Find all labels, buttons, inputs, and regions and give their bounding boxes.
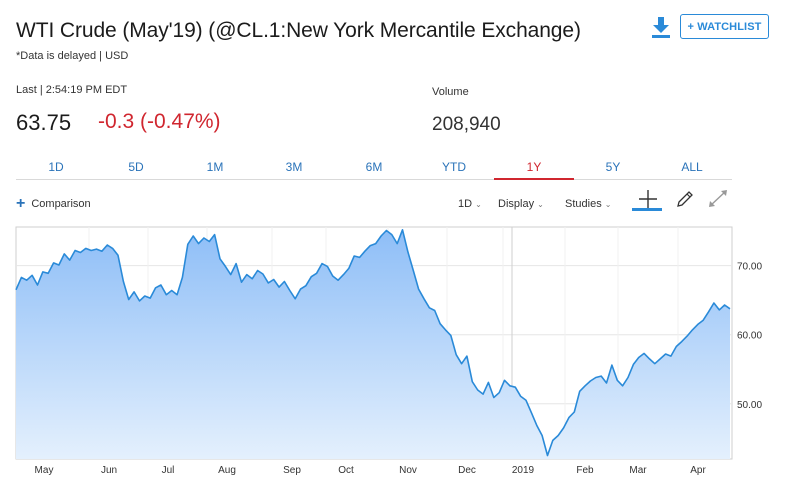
tab-1d[interactable]: 1D xyxy=(48,160,64,174)
studies-label: Studies xyxy=(565,198,602,210)
x-tick-label: Aug xyxy=(218,465,236,476)
price-change: -0.3 (-0.47%) xyxy=(98,110,221,133)
x-tick-label: Apr xyxy=(690,465,706,476)
studies-dropdown[interactable]: Studies ⌄ xyxy=(565,198,611,210)
tab-ytd[interactable]: YTD xyxy=(442,160,466,174)
interval-label: 1D xyxy=(458,198,473,210)
x-tick-label: Oct xyxy=(338,465,354,476)
x-tick-label: Feb xyxy=(576,465,594,476)
volume-label: Volume xyxy=(432,86,469,98)
display-dropdown[interactable]: Display ⌄ xyxy=(498,198,544,210)
crosshair-active-indicator xyxy=(632,208,662,211)
x-tick-label: Nov xyxy=(399,465,417,476)
download-icon[interactable] xyxy=(650,15,672,39)
interval-dropdown[interactable]: 1D ⌄ xyxy=(458,198,482,210)
display-label: Display xyxy=(498,198,535,210)
page-title: WTI Crude (May'19) (@CL.1:New York Merca… xyxy=(16,19,581,42)
chevron-down-icon: ⌄ xyxy=(537,200,544,209)
x-tick-label: May xyxy=(35,465,54,476)
chevron-down-icon: ⌄ xyxy=(475,200,482,209)
tab-5y[interactable]: 5Y xyxy=(605,160,621,174)
tab-3m[interactable]: 3M xyxy=(285,160,303,174)
x-tick-label: Sep xyxy=(283,465,301,476)
time-range-tabs: 1D 5D 1M 3M 6M YTD 1Y 5Y ALL xyxy=(16,156,732,180)
x-tick-label: Dec xyxy=(458,465,476,476)
x-tick-label: Mar xyxy=(629,465,647,476)
comparison-label: Comparison xyxy=(31,198,91,210)
data-delay-note: *Data is delayed | USD xyxy=(16,50,129,62)
plus-icon: + xyxy=(16,195,26,212)
comparison-button[interactable]: + Comparison xyxy=(16,195,91,212)
y-axis-ticks: 50.00 60.00 70.00 xyxy=(737,262,762,411)
x-tick-label: 2019 xyxy=(512,465,535,476)
price-series-line xyxy=(15,229,731,457)
price-area-fill xyxy=(16,229,730,459)
x-tick-label: Jul xyxy=(162,465,175,476)
chevron-down-icon: ⌄ xyxy=(604,200,612,209)
crosshair-icon[interactable] xyxy=(634,188,662,210)
last-trade-label: Last | 2:54:19 PM EDT xyxy=(16,84,128,96)
tab-6m[interactable]: 6M xyxy=(365,160,383,174)
x-axis-ticks: May Jun Jul Aug Sep Oct Nov Dec 2019 Feb Mar Apr xyxy=(35,465,707,476)
expand-icon[interactable] xyxy=(704,188,732,210)
volume-value: 208,940 xyxy=(432,114,501,135)
last-price: 63.75 xyxy=(16,110,72,135)
pencil-icon[interactable] xyxy=(670,188,698,210)
y-tick-label: 50.00 xyxy=(737,400,762,411)
y-tick-label: 60.00 xyxy=(737,331,762,342)
tab-all[interactable]: ALL xyxy=(681,160,703,174)
add-to-watchlist-button[interactable]: + WATCHLIST xyxy=(680,14,769,39)
tab-1m[interactable]: 1M xyxy=(206,160,224,174)
x-tick-label: Jun xyxy=(101,465,117,476)
y-tick-label: 70.00 xyxy=(737,262,762,273)
tab-5d[interactable]: 5D xyxy=(128,160,144,174)
price-chart[interactable]: 50.00 60.00 70.00 May Jun Jul Aug Sep Oct Nov Dec… xyxy=(0,226,785,488)
tab-1y[interactable]: 1Y xyxy=(494,156,574,180)
